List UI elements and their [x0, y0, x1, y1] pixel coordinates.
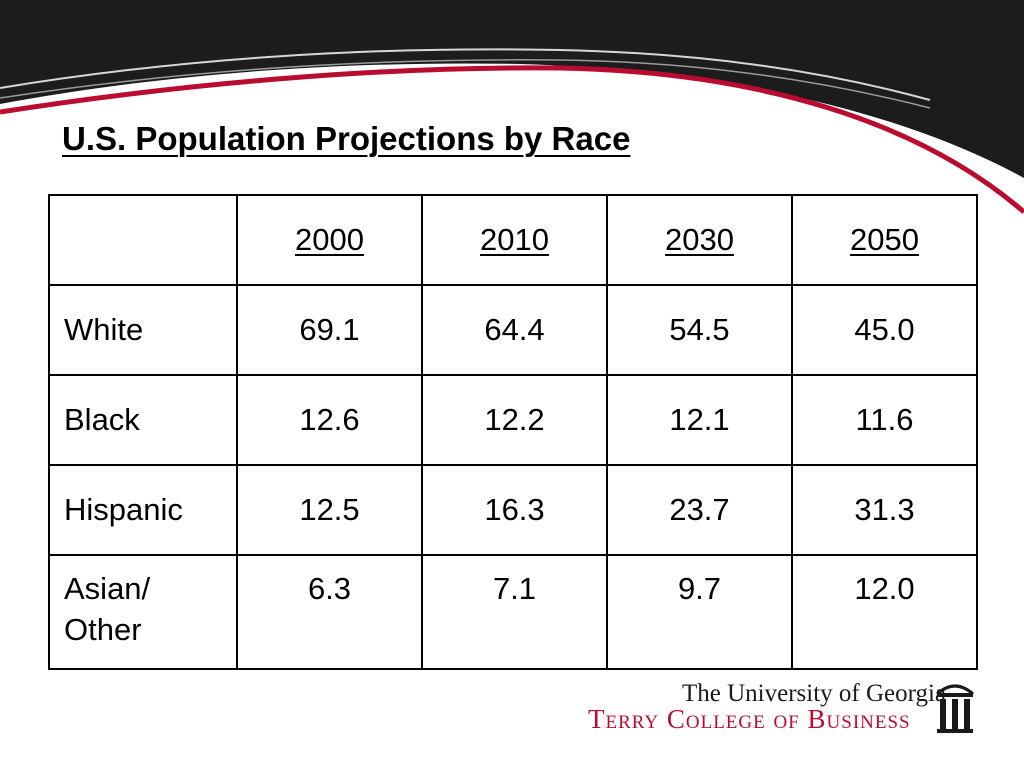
row-label: Hispanic	[48, 464, 238, 556]
table-cell: 12.2	[421, 374, 608, 466]
table-header-year: 2000	[236, 194, 423, 286]
population-table: 2000 2010 2030 2050 White 69.1 64.4 54.5…	[48, 194, 978, 670]
row-label: Asian/ Other	[48, 554, 238, 670]
row-label-line: Other	[64, 612, 142, 647]
table-header-row: 2000 2010 2030 2050	[48, 194, 978, 286]
table-cell: 9.7	[606, 554, 793, 670]
logo-university-name: The University of Georgia	[682, 680, 947, 707]
table-cell: 12.0	[791, 554, 978, 670]
page-title: U.S. Population Projections by Race	[62, 120, 631, 157]
header-swoosh-light-2	[0, 59, 931, 109]
header-dark-band	[0, 0, 1024, 178]
header-swoosh-light	[0, 48, 931, 101]
row-label: Black	[48, 374, 238, 466]
table-row: Black 12.6 12.2 12.1 11.6	[48, 374, 978, 466]
table-header-year: 2050	[791, 194, 978, 286]
table-cell: 12.6	[236, 374, 423, 466]
table-cell: 45.0	[791, 284, 978, 376]
table-row: Asian/ Other 6.3 7.1 9.7 12.0	[48, 554, 978, 670]
table-cell: 31.3	[791, 464, 978, 556]
row-label-line: Asian/	[64, 571, 151, 606]
table-row: White 69.1 64.4 54.5 45.0	[48, 284, 978, 376]
table-cell: 64.4	[421, 284, 608, 376]
header-band	[0, 0, 1024, 214]
table-cell: 6.3	[236, 554, 423, 670]
row-label: White	[48, 284, 238, 376]
table-header-corner	[48, 194, 238, 286]
table-cell: 69.1	[236, 284, 423, 376]
table-cell: 11.6	[791, 374, 978, 466]
table-cell: 16.3	[421, 464, 608, 556]
table-header-year: 2030	[606, 194, 793, 286]
logo-college-name: Terry College of Business	[588, 704, 911, 734]
table-cell: 7.1	[421, 554, 608, 670]
table-cell: 12.1	[606, 374, 793, 466]
table-row: Hispanic 12.5 16.3 23.7 31.3	[48, 464, 978, 556]
table-cell: 23.7	[606, 464, 793, 556]
university-logo: The University of Georgia Terry College …	[578, 678, 978, 758]
table-header-year: 2010	[421, 194, 608, 286]
arch-icon	[936, 684, 974, 733]
table-cell: 54.5	[606, 284, 793, 376]
table-cell: 12.5	[236, 464, 423, 556]
header-swoosh-red	[0, 65, 1024, 214]
